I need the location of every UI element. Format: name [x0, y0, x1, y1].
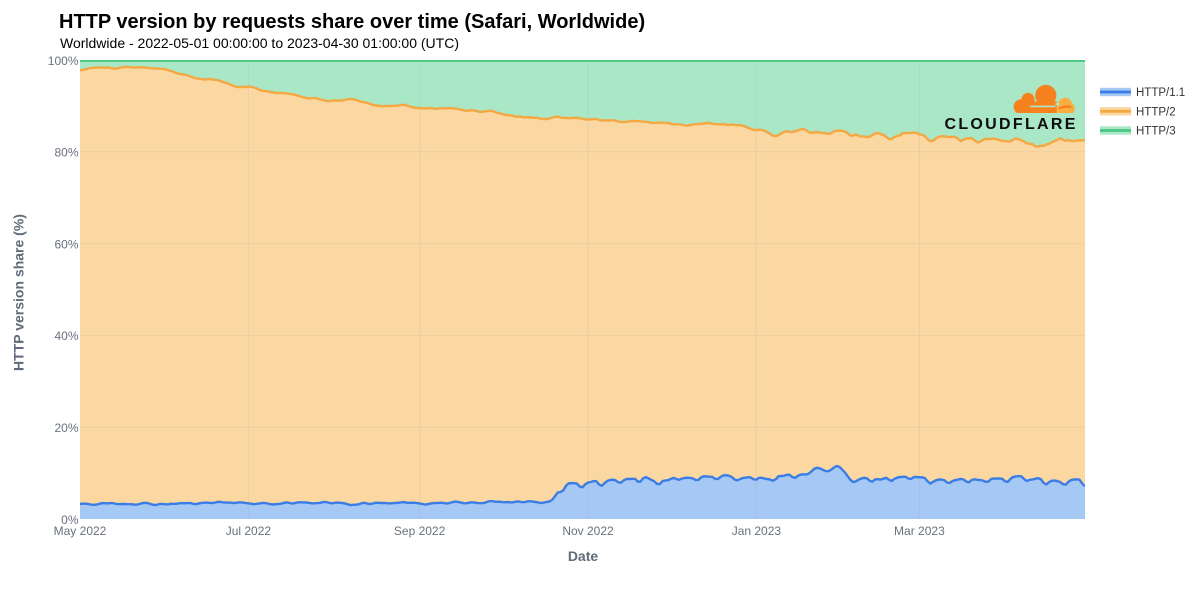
svg-text:0%: 0%	[61, 513, 79, 527]
svg-text:100%: 100%	[48, 54, 79, 68]
svg-text:HTTP/2: HTTP/2	[1136, 106, 1176, 118]
svg-text:40%: 40%	[54, 329, 78, 343]
svg-text:80%: 80%	[54, 146, 78, 160]
svg-text:HTTP/3: HTTP/3	[1136, 126, 1176, 138]
svg-text:Date: Date	[568, 548, 599, 564]
svg-text:60%: 60%	[54, 237, 78, 251]
svg-text:Nov 2022: Nov 2022	[562, 524, 614, 538]
svg-text:Jan 2023: Jan 2023	[732, 524, 782, 538]
svg-text:HTTP/1.1: HTTP/1.1	[1136, 87, 1185, 99]
svg-text:Sep 2022: Sep 2022	[394, 524, 446, 538]
svg-text:20%: 20%	[54, 421, 78, 435]
svg-text:HTTP version share (%): HTTP version share (%)	[11, 214, 27, 371]
svg-text:CLOUDFLARE: CLOUDFLARE	[945, 116, 1078, 133]
svg-text:Mar 2023: Mar 2023	[894, 524, 945, 538]
svg-text:Jul 2022: Jul 2022	[226, 524, 272, 538]
svg-text:May 2022: May 2022	[54, 524, 107, 538]
